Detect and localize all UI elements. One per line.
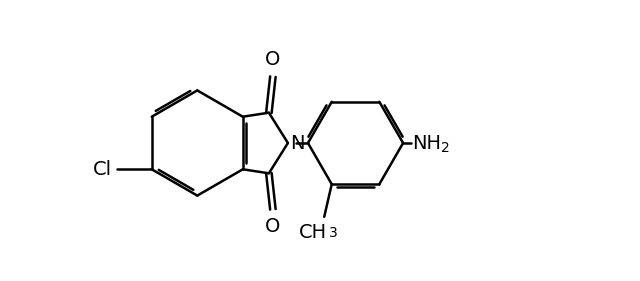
Text: CH: CH [299, 223, 327, 242]
Text: 2: 2 [441, 141, 449, 155]
Text: O: O [265, 50, 280, 69]
Text: O: O [265, 217, 280, 236]
Text: Cl: Cl [93, 160, 112, 179]
Text: 3: 3 [329, 226, 338, 240]
Text: N: N [291, 133, 305, 153]
Text: NH: NH [413, 133, 442, 153]
